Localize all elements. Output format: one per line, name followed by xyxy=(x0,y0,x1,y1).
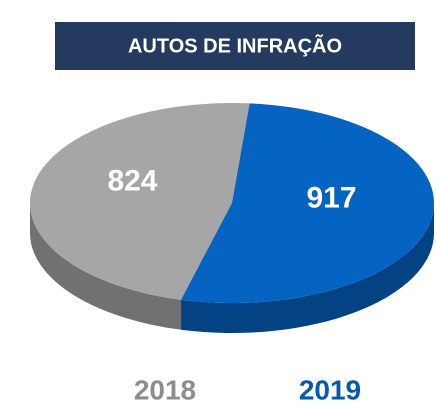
data-label: 824 xyxy=(107,164,157,197)
slice xyxy=(181,103,434,303)
title-box xyxy=(55,22,415,70)
data-label: 917 xyxy=(306,181,356,214)
slice xyxy=(29,102,250,300)
chart-title: AUTOS DE INFRAÇÃO xyxy=(128,34,342,57)
slice-side xyxy=(30,203,182,330)
slice-side xyxy=(181,203,434,333)
legend-label: 2019 xyxy=(299,374,361,405)
legend-label: 2018 xyxy=(134,374,196,405)
